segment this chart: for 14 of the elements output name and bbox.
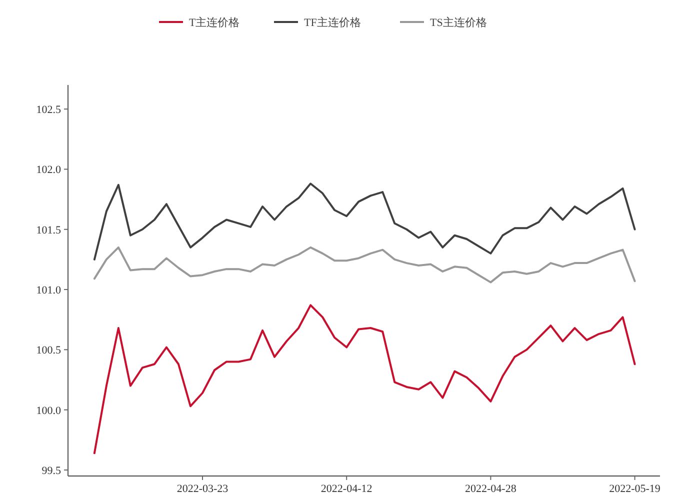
y-tick-label: 100.5: [36, 344, 62, 357]
y-tick-label: 102.5: [36, 104, 62, 116]
y-tick-label: 101.5: [36, 224, 62, 236]
y-tick-label: 100.0: [36, 404, 62, 417]
legend-label: TS主连价格: [430, 16, 487, 29]
x-tick-label: 2022-03-23: [176, 483, 229, 495]
x-tick-label: 2022-04-12: [320, 483, 372, 495]
y-tick-label: 102.0: [36, 164, 62, 176]
x-tick-label: 2022-05-19: [609, 483, 661, 495]
x-tick-label: 2022-04-28: [465, 483, 517, 495]
legend-label: T主连价格: [189, 16, 240, 29]
y-tick-label: 101.0: [36, 284, 62, 297]
y-tick-label: 99.5: [42, 464, 62, 477]
legend-label: TF主连价格: [304, 16, 361, 29]
